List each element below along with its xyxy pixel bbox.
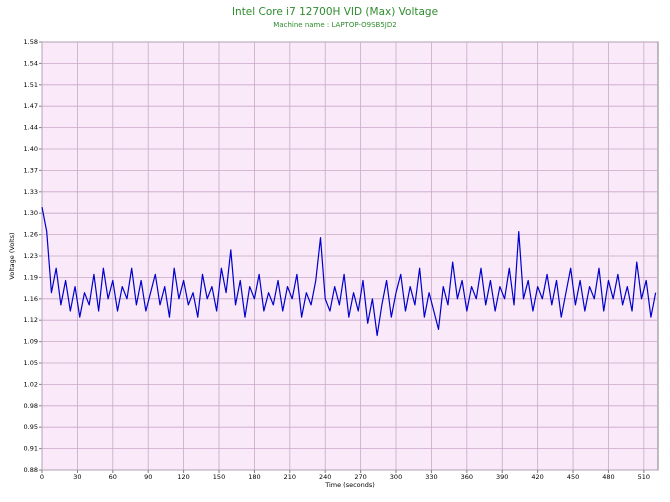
- y-tick-label: 1.33: [24, 188, 38, 196]
- y-tick-label: 1.44: [24, 124, 38, 132]
- y-tick-label: 0.88: [24, 466, 38, 474]
- y-tick-label: 1.40: [24, 145, 38, 153]
- y-tick-label: 1.26: [24, 231, 38, 239]
- x-tick-label: 60: [109, 473, 117, 481]
- y-tick-label: 1.19: [24, 273, 38, 281]
- x-tick-label: 270: [354, 473, 366, 481]
- x-tick-label: 30: [73, 473, 81, 481]
- y-tick-label: 0.98: [24, 402, 38, 410]
- x-tick-label: 510: [638, 473, 650, 481]
- y-axis-label: Voltage (Volts): [8, 232, 16, 279]
- x-tick-label: 120: [177, 473, 189, 481]
- x-tick-label: 180: [248, 473, 260, 481]
- chart-subtitle: Machine name : LAPTOP-O9SB5JD2: [273, 21, 396, 29]
- data-line: [41, 206, 657, 337]
- y-tick-label: 1.12: [24, 316, 38, 324]
- x-tick-label: 0: [40, 473, 44, 481]
- y-tick-label: 0.91: [24, 445, 38, 453]
- x-tick-label: 90: [144, 473, 152, 481]
- x-tick-label: 330: [425, 473, 437, 481]
- x-tick-label: 360: [461, 473, 473, 481]
- y-tick-label: 1.47: [24, 102, 38, 110]
- y-tick-label: 0.95: [24, 423, 38, 431]
- y-tick-label: 1.58: [24, 38, 38, 46]
- x-tick-label: 240: [319, 473, 331, 481]
- x-tick-label: 300: [390, 473, 402, 481]
- x-tick-label: 390: [496, 473, 508, 481]
- x-tick-label: 420: [531, 473, 543, 481]
- chart-title: Intel Core i7 12700H VID (Max) Voltage: [232, 6, 438, 18]
- y-tick-label: 1.02: [24, 380, 38, 388]
- x-tick-label: 450: [567, 473, 579, 481]
- y-tick-label: 1.09: [24, 338, 38, 346]
- y-tick-label: 1.51: [24, 81, 38, 89]
- x-tick-label: 210: [284, 473, 296, 481]
- x-axis-label: Time (seconds): [324, 481, 375, 489]
- x-tick-label: 150: [213, 473, 225, 481]
- y-tick-label: 1.54: [24, 59, 38, 67]
- y-tick-label: 1.30: [24, 209, 38, 217]
- x-tick-label: 480: [602, 473, 614, 481]
- y-tick-label: 1.37: [24, 166, 38, 174]
- y-tick-label: 1.05: [24, 359, 38, 367]
- y-tick-label: 1.23: [24, 252, 38, 260]
- y-tick-label: 1.16: [24, 295, 38, 303]
